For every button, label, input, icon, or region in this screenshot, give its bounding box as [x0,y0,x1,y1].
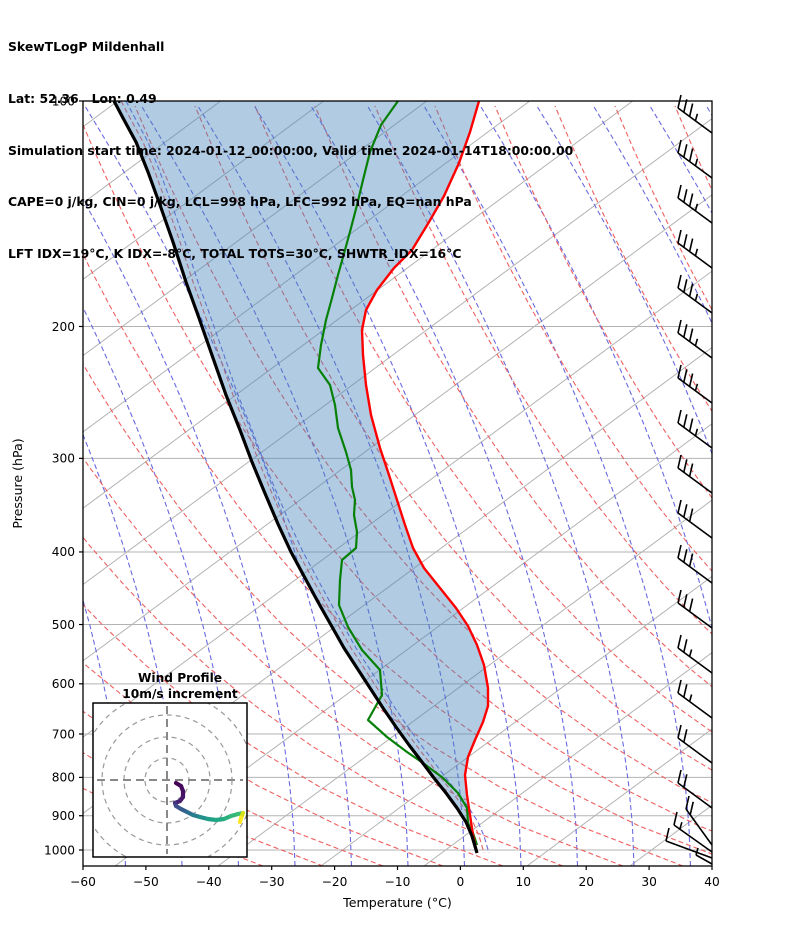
svg-text:−50: −50 [133,875,159,889]
cape-cin-line: CAPE=0 j/kg, CIN=0 j/kg, LCL=998 hPa, LF… [8,194,472,210]
inset-title-line1: Wind Profile [138,671,222,685]
dewpoint-curve [316,100,479,846]
svg-text:700: 700 [52,727,75,741]
svg-text:−40: −40 [196,875,222,889]
inset-title-line2: 10m/s increment [122,687,238,701]
cape-shaded-region [114,101,488,853]
svg-text:100: 100 [52,94,75,108]
y-axis-label: Pressure (hPa) [10,438,25,528]
x-axis-label: Temperature (°C) [342,895,452,910]
svg-text:600: 600 [52,677,75,691]
parcel-companion-adiabats [120,101,490,854]
moist-adiabats [83,105,712,866]
figure-title: SkewTLogP Mildenhall [8,39,165,55]
svg-text:−30: −30 [259,875,285,889]
svg-text:900: 900 [52,809,75,823]
svg-text:10: 10 [516,875,532,889]
svg-text:−20: −20 [322,875,348,889]
svg-text:40: 40 [704,875,720,889]
svg-text:0: 0 [457,875,465,889]
hodograph-trace [172,780,246,825]
hodograph-inset: Wind Profile 10m/s increment [92,671,248,858]
svg-text:800: 800 [52,771,75,785]
lat-lon-line: Lat: 52.36 Lon: 0.49 [8,91,157,107]
svg-text:500: 500 [52,618,75,632]
svg-text:300: 300 [52,452,75,466]
hodograph-rings [93,703,247,857]
parcel-curve [112,100,479,854]
svg-text:1000: 1000 [44,843,75,857]
temperature-curve [360,100,490,854]
sim-time-line: Simulation start time: 2024-01-12_00:00:… [8,142,574,158]
svg-text:400: 400 [52,545,75,559]
svg-text:30: 30 [641,875,657,889]
figure-header: SkewTLogP Mildenhall Lat: 52.36 Lon: 0.4… [8,4,573,296]
svg-text:20: 20 [578,875,594,889]
svg-text:−10: −10 [385,875,411,889]
svg-text:−60: −60 [70,875,96,889]
wind-barbs [665,94,713,865]
svg-text:200: 200 [52,320,75,334]
indices-line: LFT IDX=19°C, K IDX=-8°C, TOTAL TOTS=30°… [8,245,462,261]
